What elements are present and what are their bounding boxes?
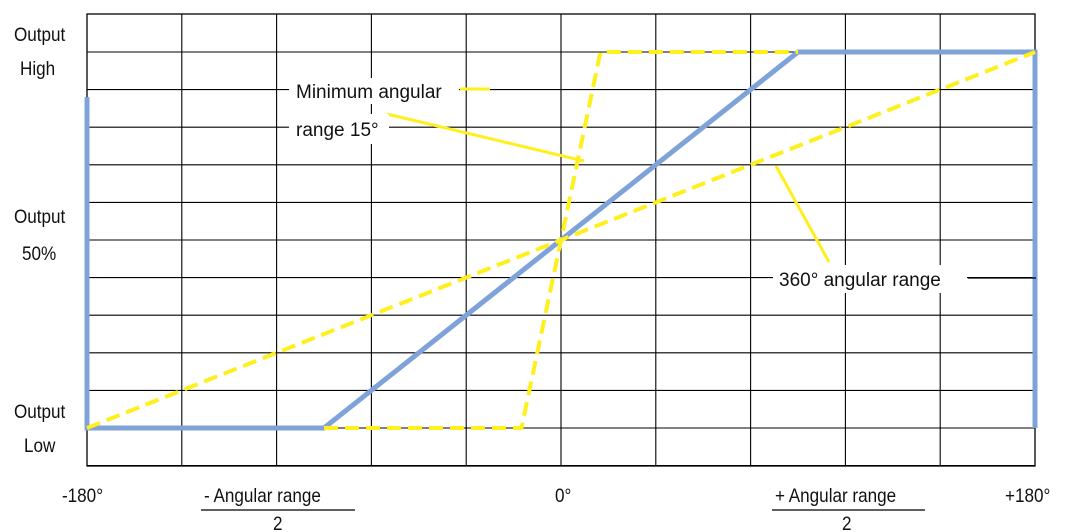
x-label-right: +180° [1005, 485, 1050, 506]
x-label-zero: 0° [555, 485, 571, 506]
full-range-label-bg [773, 265, 967, 293]
x-label-pos-range: + Angular range [775, 485, 896, 506]
y-label-low-1: Output [14, 401, 65, 422]
y-label-mid-2: 50% [22, 243, 56, 264]
y-label-high-1: Output [14, 24, 65, 45]
min-range-label-bg [289, 78, 459, 104]
min-range-label-2: range 15° [296, 120, 379, 141]
full-range-label: 360° angular range [779, 270, 941, 291]
min-range-leader [386, 112, 585, 163]
min-range-label-1: Minimum angular [296, 82, 442, 103]
series-layer [84, 49, 1038, 431]
x-label-left: -180° [62, 485, 103, 506]
series-dashed-2 [86, 50, 1036, 430]
y-label-mid-1: Output [14, 206, 65, 227]
x-label-neg-range-den: 2 [273, 513, 283, 532]
full-range-leader [774, 165, 831, 263]
y-label-high-2: High [20, 58, 55, 79]
y-label-low-2: Low [24, 435, 56, 456]
x-label-pos-range-den: 2 [842, 513, 852, 532]
min-range-label-bg-2 [289, 114, 389, 144]
x-label-neg-range: - Angular range [204, 485, 321, 506]
